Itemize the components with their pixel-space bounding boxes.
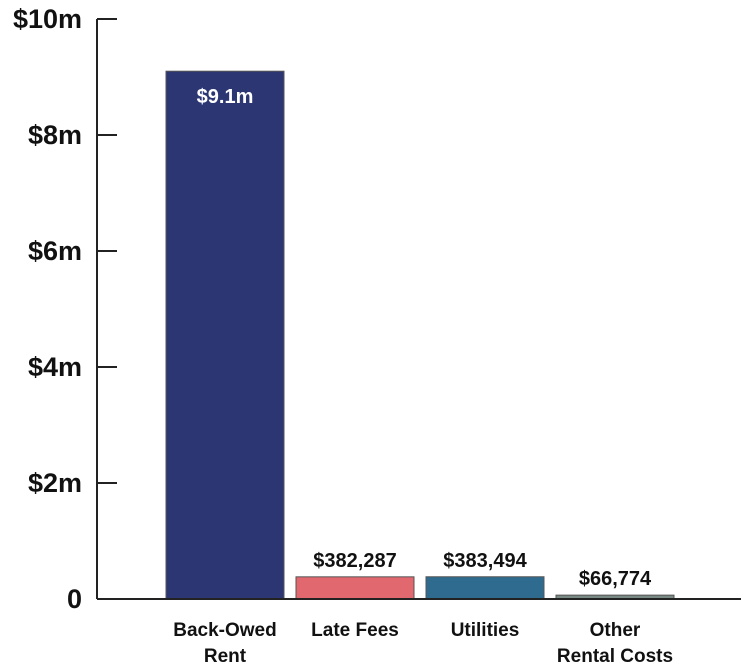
- category-label: Other: [590, 620, 641, 641]
- y-tick-label: 0: [67, 584, 82, 614]
- category-label: Rental Costs: [557, 646, 673, 667]
- bars: $9.1m $382,287 $383,494 $66,774: [165, 70, 675, 600]
- bar: [425, 576, 545, 600]
- y-axis: 0 $2m $4m $6m $8m $10m: [13, 4, 117, 614]
- category-label: Utilities: [451, 620, 520, 641]
- category-label: Back-Owed: [173, 620, 276, 641]
- y-tick-label: $10m: [13, 4, 82, 34]
- y-tick-label: $4m: [28, 352, 82, 382]
- bar-value-label: $66,774: [579, 568, 652, 590]
- bar-value-label: $9.1m: [197, 86, 254, 108]
- bar: [165, 70, 285, 600]
- bar-value-label: $382,287: [313, 550, 396, 572]
- y-tick-label: $6m: [28, 236, 82, 266]
- bar-value-label: $383,494: [443, 550, 527, 572]
- x-axis: Back-Owed Rent Late Fees Utilities Other Rent…: [97, 598, 741, 667]
- category-label: Rent: [204, 646, 247, 667]
- y-tick-label: $8m: [28, 120, 82, 150]
- y-tick-label: $2m: [28, 468, 82, 498]
- category-label: Late Fees: [311, 620, 399, 641]
- bar: [295, 576, 415, 600]
